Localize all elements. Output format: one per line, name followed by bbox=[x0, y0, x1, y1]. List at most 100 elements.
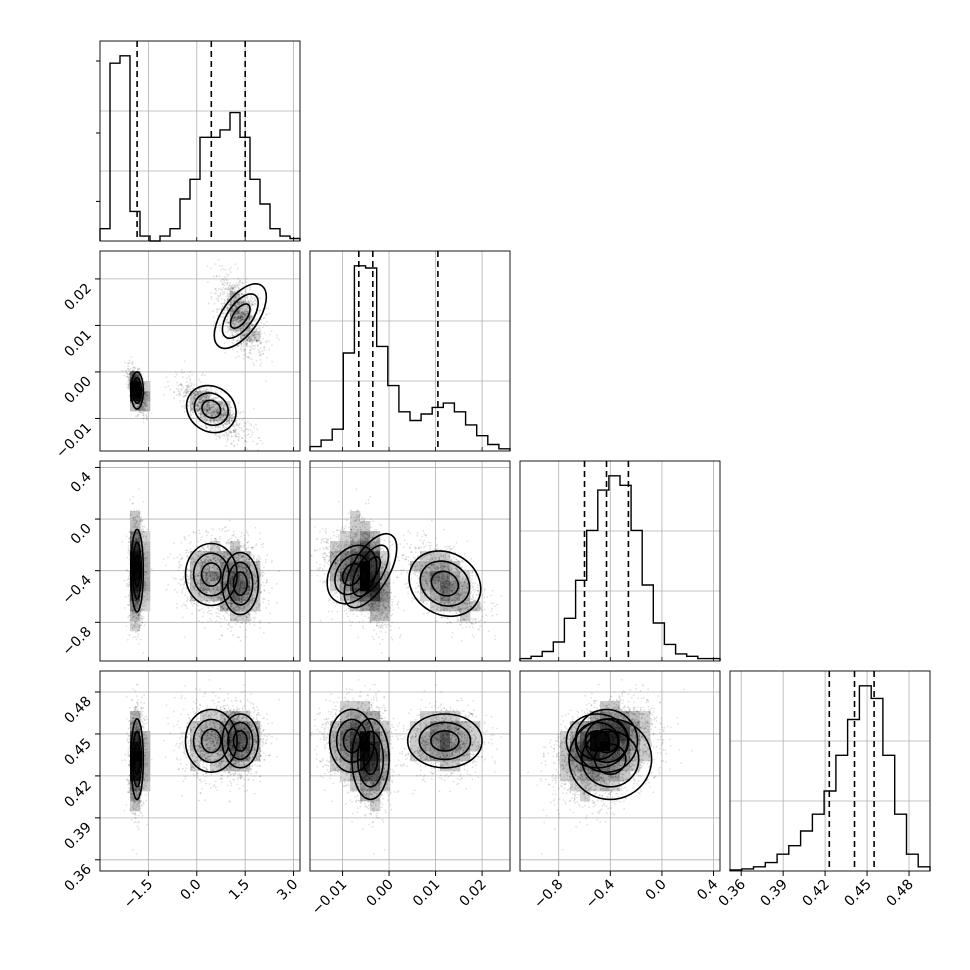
scatter-point bbox=[240, 318, 243, 321]
density-cell bbox=[200, 711, 211, 722]
scatter-point bbox=[236, 312, 239, 315]
scatter-point bbox=[228, 295, 231, 298]
scatter-point bbox=[253, 300, 256, 303]
scatter-point bbox=[136, 392, 139, 394]
scatter-point bbox=[138, 403, 141, 405]
scatter-point bbox=[132, 368, 135, 371]
density-cell bbox=[220, 411, 231, 422]
scatter-point bbox=[137, 389, 139, 391]
scatter-point bbox=[230, 630, 232, 633]
scatter-point bbox=[252, 345, 255, 347]
density-cell bbox=[340, 771, 351, 782]
scatter-point bbox=[206, 265, 209, 267]
scatter-point bbox=[254, 526, 257, 529]
scatter-point bbox=[221, 302, 223, 305]
scatter-point bbox=[221, 278, 224, 281]
scatter-point bbox=[236, 317, 239, 319]
density-cell bbox=[590, 781, 601, 792]
scatter-point bbox=[270, 330, 273, 333]
scatter-point bbox=[173, 397, 175, 400]
density-cell bbox=[410, 721, 421, 732]
scatter-point bbox=[244, 315, 247, 317]
scatter-point bbox=[240, 302, 243, 304]
scatter-point bbox=[226, 275, 229, 278]
scatter-point bbox=[197, 405, 200, 407]
scatter-point bbox=[182, 396, 185, 399]
scatter-point bbox=[126, 386, 129, 389]
scatter-point bbox=[237, 277, 240, 280]
scatter-point bbox=[229, 409, 231, 412]
scatter-point bbox=[256, 333, 258, 335]
scatter-point bbox=[219, 536, 222, 538]
scatter-point bbox=[135, 378, 138, 381]
scatter-point bbox=[233, 286, 236, 289]
scatter-point bbox=[137, 381, 140, 384]
scatter-point bbox=[230, 406, 233, 409]
scatter-point bbox=[256, 294, 259, 297]
scatter-point bbox=[127, 383, 130, 386]
scatter-point bbox=[136, 390, 139, 392]
scatter-point bbox=[183, 405, 186, 408]
scatter-point bbox=[125, 369, 128, 372]
scatter-point bbox=[169, 388, 172, 391]
scatter-point bbox=[186, 385, 189, 388]
scatter-point bbox=[255, 300, 258, 303]
scatter-point bbox=[183, 371, 185, 374]
density-cell bbox=[450, 741, 461, 752]
scatter-point bbox=[217, 411, 219, 414]
scatter-point bbox=[249, 357, 252, 360]
density-cell bbox=[590, 771, 601, 782]
scatter-point bbox=[226, 278, 228, 281]
scatter-point bbox=[135, 409, 137, 412]
density-cell bbox=[190, 731, 201, 742]
scatter-point bbox=[135, 379, 137, 382]
scatter-point bbox=[239, 314, 242, 316]
scatter-point bbox=[210, 292, 212, 294]
density-cell bbox=[350, 551, 361, 562]
scatter-point bbox=[240, 429, 243, 432]
density-cell bbox=[140, 551, 151, 562]
density-cell bbox=[240, 561, 251, 572]
scatter-point bbox=[247, 305, 249, 308]
scatter-point bbox=[261, 350, 264, 353]
density-cell bbox=[450, 721, 461, 732]
scatter-point bbox=[224, 281, 227, 284]
density-cell bbox=[340, 551, 351, 562]
scatter-point bbox=[191, 411, 194, 414]
scatter-point bbox=[246, 342, 249, 345]
scatter-point bbox=[242, 341, 245, 343]
scatter-point bbox=[242, 316, 245, 319]
density-cell bbox=[210, 401, 221, 412]
scatter-point bbox=[174, 375, 176, 378]
scatter-point bbox=[226, 388, 229, 391]
scatter-point bbox=[181, 405, 184, 408]
density-cell bbox=[460, 571, 471, 582]
scatter-point bbox=[219, 435, 222, 437]
scatter-point bbox=[127, 385, 130, 388]
scatter-point bbox=[127, 551, 129, 554]
scatter-point bbox=[136, 394, 139, 397]
density-cell bbox=[200, 751, 211, 762]
density-cell bbox=[420, 591, 431, 602]
scatter-point bbox=[266, 554, 268, 557]
scatter-point bbox=[130, 401, 132, 404]
scatter-point bbox=[238, 401, 240, 404]
scatter-point bbox=[254, 302, 257, 305]
scatter-point bbox=[217, 298, 220, 301]
scatter-point bbox=[140, 411, 143, 414]
scatter-point bbox=[255, 339, 258, 342]
scatter-point bbox=[231, 415, 234, 418]
scatter-point bbox=[123, 374, 126, 377]
scatter-point bbox=[245, 342, 247, 345]
scatter-point bbox=[262, 542, 265, 545]
density-cell bbox=[600, 761, 611, 772]
scatter-point bbox=[211, 414, 213, 417]
scatter-point bbox=[135, 394, 138, 396]
density-cell bbox=[140, 401, 151, 412]
scatter-point bbox=[214, 408, 217, 411]
scatter-point bbox=[134, 381, 137, 384]
scatter-point bbox=[188, 375, 190, 377]
scatter-point bbox=[247, 327, 250, 330]
scatter-point bbox=[249, 335, 252, 337]
scatter-point bbox=[126, 376, 129, 379]
